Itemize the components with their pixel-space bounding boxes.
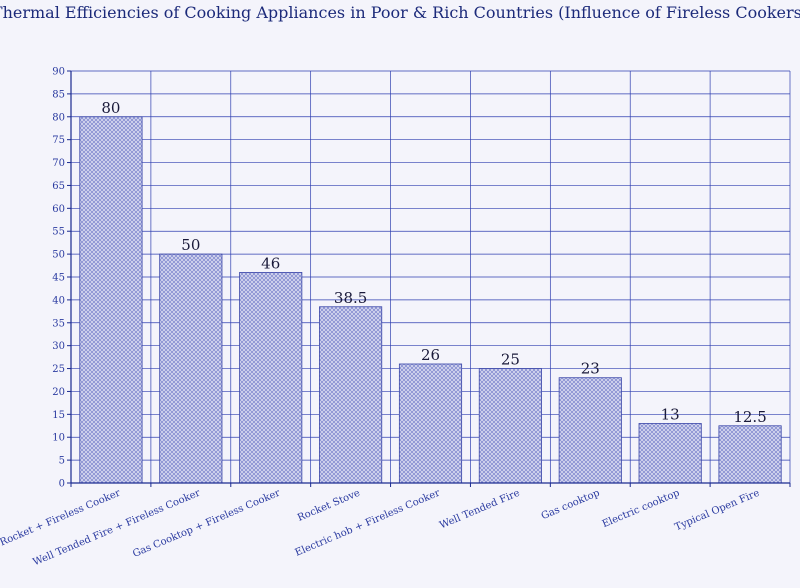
bar-value-label: 80: [101, 99, 120, 117]
y-tick-label: 40: [52, 295, 65, 306]
y-tick-label: 90: [52, 67, 65, 78]
y-tick-label: 0: [59, 479, 65, 490]
bar: [398, 363, 463, 484]
y-tick-label: 55: [52, 227, 65, 238]
bar: [638, 423, 702, 484]
y-tick-label: 35: [52, 318, 65, 329]
y-tick-label: 45: [52, 273, 65, 284]
bar-value-label: 25: [501, 351, 520, 369]
bar: [558, 377, 622, 484]
x-category-label: Typical Open Fire: [673, 488, 761, 534]
bar-value-label: 26: [421, 346, 440, 364]
bar-value-label: 13: [661, 405, 680, 423]
x-category-label: Electric hob + Fireless Cooker: [294, 488, 442, 559]
y-tick-label: 30: [52, 341, 65, 352]
y-tick-label: 15: [52, 410, 65, 421]
bar: [319, 306, 383, 484]
x-category-label: Gas cooktop: [540, 488, 602, 523]
bar-value-label: 12.5: [733, 408, 766, 426]
axes: [67, 70, 791, 487]
chart-title: Thermal Efficiencies of Cooking Applianc…: [0, 3, 800, 22]
bar-value-label: 46: [261, 254, 280, 272]
y-tick-label: 65: [52, 181, 65, 192]
y-tick-label: 5: [59, 456, 65, 467]
y-tick-label: 10: [52, 433, 65, 444]
x-category-label: Well Tended Fire: [438, 488, 521, 532]
y-tick-label: 80: [52, 112, 65, 123]
x-category-label: Gas Cooktop + Fireless Cooker: [131, 488, 282, 560]
bar: [79, 116, 143, 484]
y-tick-label: 60: [52, 204, 65, 215]
x-category-label: Electric cooktop: [601, 488, 682, 531]
bars: [79, 116, 782, 484]
y-tick-label: 25: [52, 364, 65, 375]
y-tick-label: 70: [52, 158, 65, 169]
y-tick-label: 85: [52, 89, 65, 100]
bar-value-label: 38.5: [334, 289, 367, 307]
y-tick-label: 75: [52, 135, 65, 146]
bar-value-label: 50: [181, 236, 200, 254]
bar: [159, 253, 223, 484]
bar: [239, 272, 303, 484]
y-tick-label: 20: [52, 387, 65, 398]
bar: [718, 425, 782, 484]
bar-value-label: 23: [581, 360, 600, 378]
bar: [478, 368, 542, 484]
y-tick-label: 50: [52, 250, 65, 261]
x-category-label: Rocket Stove: [296, 488, 362, 524]
